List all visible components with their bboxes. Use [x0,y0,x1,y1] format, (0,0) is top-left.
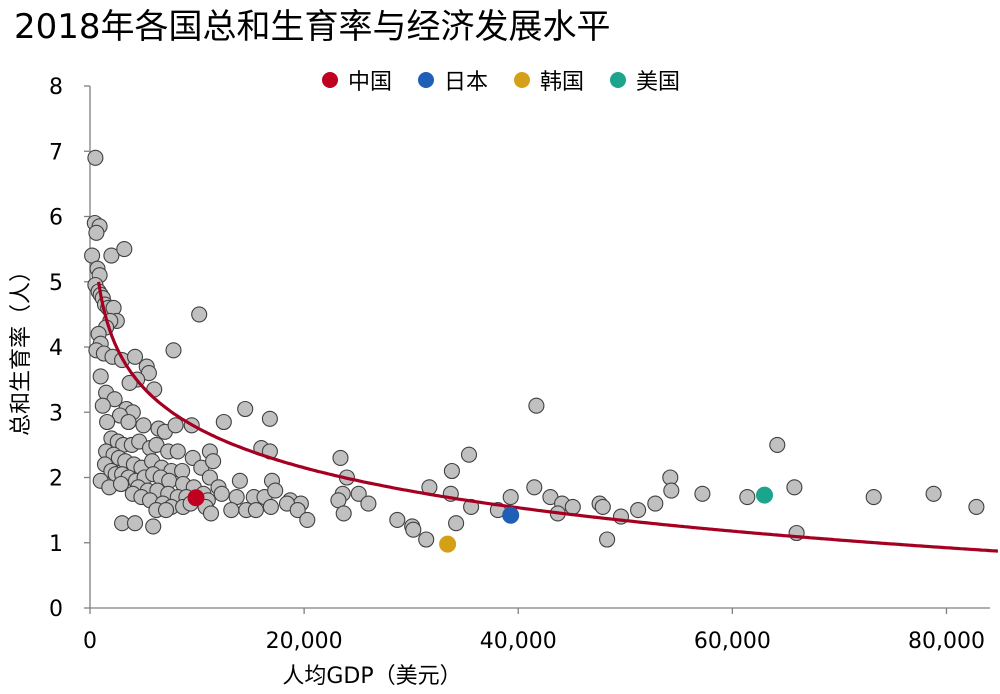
y-tick-label: 0 [49,597,63,622]
data-point [389,511,406,528]
y-tick-label: 3 [49,401,63,426]
legend-item-japan: 日本 [418,64,488,96]
data-point [448,515,465,532]
data-point [332,449,349,466]
data-point [418,531,435,548]
x-axis-label: 人均GDP（美元） [282,664,461,689]
highlighted-point [187,489,205,507]
data-point [739,489,756,506]
data-point [205,453,222,470]
y-tick-label: 4 [49,336,63,361]
data-point [88,224,105,241]
legend-item-usa: 美国 [610,64,680,96]
data-point [405,521,422,538]
data-point [528,397,545,414]
data-point [87,149,104,166]
data-point [968,498,985,515]
highlighted-point [439,535,457,553]
legend-marker-japan [418,72,435,88]
data-point [126,348,144,365]
data-point [99,413,116,431]
data-point [165,342,182,359]
highlighted-point [502,506,520,524]
data-point [663,482,680,499]
legend-label-japan: 日本 [444,70,489,95]
data-point [213,485,230,502]
data-point [350,485,367,502]
data-point [769,436,786,453]
highlighted-points [187,486,773,553]
data-point [647,495,664,512]
data-point [360,495,377,512]
data-point [443,462,460,480]
y-tick-label: 2 [49,467,63,492]
data-point [103,247,120,264]
data-point [262,498,279,515]
y-tick-label: 5 [49,271,63,296]
data-point [223,502,240,519]
legend-marker-china [322,72,338,88]
data-point [237,400,254,418]
x-tick-label: 60,000 [694,629,771,654]
legend-item-korea: 韩国 [514,64,584,96]
data-point [694,485,711,502]
data-point [594,498,611,515]
data-point [231,472,248,489]
data-point [126,515,144,532]
data-point [157,502,175,519]
legend-item-china: 中国 [322,64,392,96]
legend-label-usa: 美国 [636,70,681,95]
data-point [289,502,306,519]
data-point [145,518,162,535]
x-tick-label: 80,000 [908,629,985,654]
data-points [84,149,985,548]
data-point [299,511,316,528]
data-point [526,479,543,496]
x-tick-label: 40,000 [480,629,557,654]
data-point [120,413,137,431]
y-axis-label: 总和生育率（人） [9,260,34,436]
data-point [191,306,208,323]
data-point [94,397,111,414]
x-tick-label: 20,000 [266,629,343,654]
legend: 中国 日本 韩国 美国 [322,64,706,96]
legend-label-korea: 韩国 [540,70,585,95]
data-point [335,505,352,522]
data-point [215,413,232,431]
legend-marker-usa [610,72,627,88]
data-point [599,531,616,548]
y-tick-label: 6 [49,206,63,231]
highlighted-point [756,486,773,504]
axes: 0 1 2 3 4 5 6 7 8 0 20,000 40,000 60,000 80,000 [49,75,990,654]
data-point [267,482,284,499]
data-point [92,368,109,385]
data-point [112,475,130,493]
data-point [247,502,264,519]
y-tick-label: 7 [49,140,63,165]
legend-marker-korea [514,72,531,88]
data-point [261,410,278,427]
data-point [202,505,220,522]
trend-line [97,281,999,553]
data-point [121,374,138,391]
y-tick-label: 1 [49,532,63,557]
chart-title: 2018年各国总和生育率与经济发展水平 [14,7,611,47]
data-point [564,498,581,515]
data-point [167,417,184,434]
data-point [925,485,942,502]
trend-line-group [97,281,999,553]
data-point [116,241,133,258]
data-point [502,489,519,506]
data-point [865,489,882,506]
data-point [135,417,152,434]
data-point [169,443,186,460]
data-point [786,479,803,496]
x-tick-label: 0 [83,629,97,654]
legend-label-china: 中国 [348,70,393,95]
y-tick-label: 8 [49,75,63,100]
data-point [460,446,478,463]
data-point [630,502,647,519]
